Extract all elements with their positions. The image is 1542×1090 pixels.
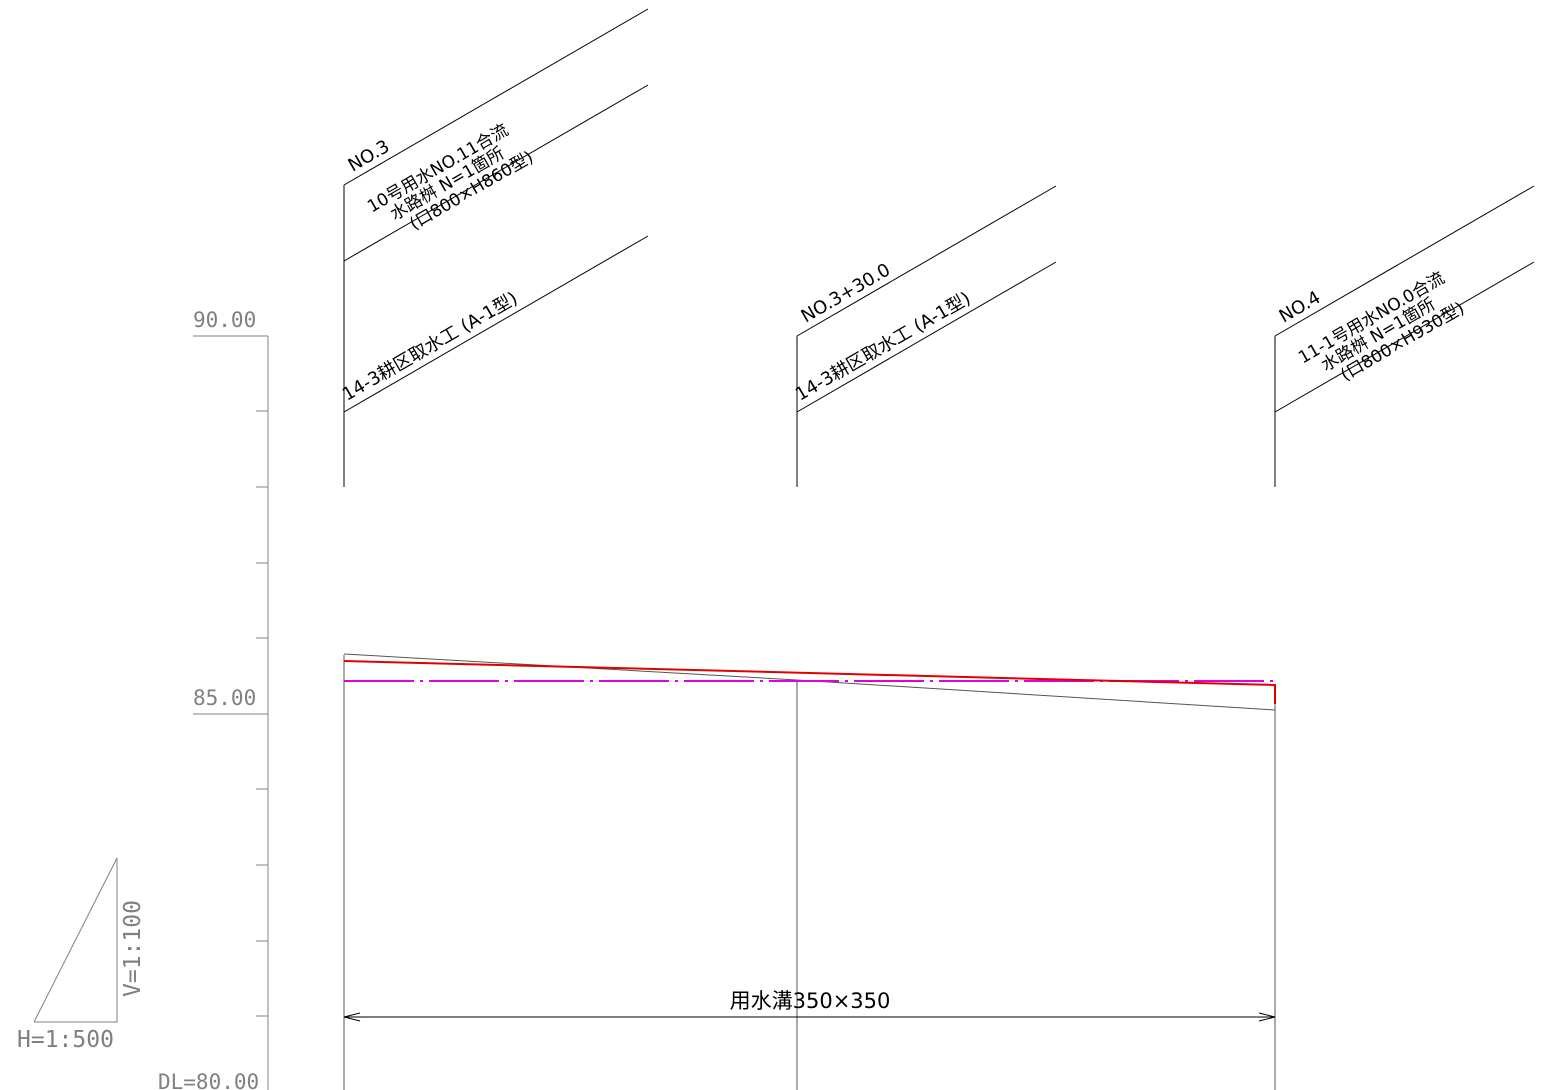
station-name: NO.3+30.0	[798, 259, 894, 327]
vertical-scale-label: V=1:100	[120, 900, 146, 997]
station-no3-labels: NO.3 10号用水NO.11合流 水路桝 N=1箇所 (口800×H860型)	[345, 120, 537, 234]
station-no4-labels: NO.4 11-1号用水NO.0合流 水路桝 N=1箇所 (口800×H930型…	[1276, 268, 1468, 385]
structure-label: 14-3耕区取水工 (A-1型)	[339, 288, 521, 405]
scale-triangle	[33, 857, 118, 1023]
channel-dimension-line	[343, 1012, 1276, 1022]
station-no3p30-labels: NO.3+30.0	[798, 259, 894, 327]
elevation-label-85: 85.00	[193, 686, 256, 710]
design-channel-line	[343, 660, 1276, 704]
elevation-axis	[193, 335, 269, 1090]
horizontal-scale-label: H=1:500	[17, 1027, 114, 1053]
datum-level-label: DL=80.00	[158, 1070, 259, 1090]
station-leader-lines	[343, 8, 1535, 413]
elevation-label-90: 90.00	[193, 308, 256, 332]
channel-label: 用水溝350×350	[730, 989, 891, 1013]
station-no3-structure: 14-3耕区取水工 (A-1型)	[339, 288, 521, 405]
